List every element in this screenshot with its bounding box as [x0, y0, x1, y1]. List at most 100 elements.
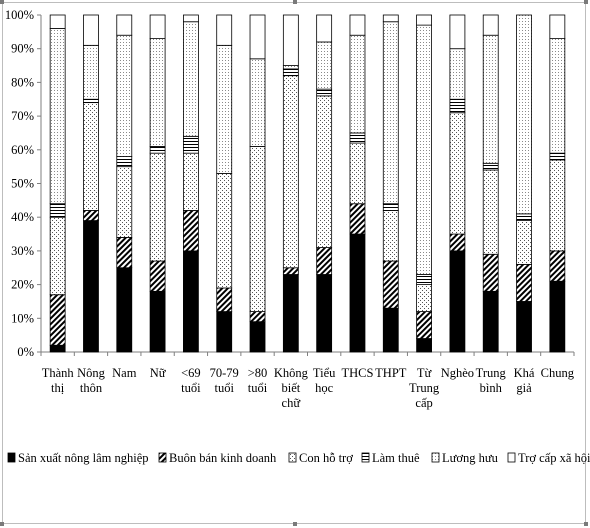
- bar-segment: [516, 263, 532, 302]
- bar-group: [149, 14, 166, 353]
- bar-segment: [249, 14, 266, 60]
- resize-handle-bottom-center[interactable]: [293, 522, 297, 526]
- legend-label: Trợ cấp xã hội: [518, 451, 590, 465]
- x-category-label: >80 tuổi: [248, 366, 268, 395]
- bar-segment: [149, 146, 166, 154]
- bar-segment: [316, 14, 333, 43]
- bar-segment: [183, 250, 199, 353]
- resize-handle-top-right[interactable]: [584, 0, 588, 4]
- x-category-label: Nữ: [150, 366, 167, 380]
- legend-label: Sản xuất nông lâm nghiệp: [18, 451, 149, 465]
- bar-segment: [116, 14, 133, 36]
- x-category-label: <69 tuổi: [181, 366, 201, 395]
- bar-segment: [549, 280, 566, 353]
- bar-segment: [416, 284, 432, 312]
- legend-item: Con hỗ trợ: [288, 451, 353, 465]
- bar-segment: [83, 210, 99, 221]
- bar-group: [516, 14, 532, 353]
- bar-segment: [116, 267, 133, 353]
- bar-segment: [449, 14, 466, 50]
- resize-handle-top-left[interactable]: [0, 0, 4, 4]
- bar-segment: [116, 156, 133, 168]
- resize-handle-top-center[interactable]: [293, 0, 297, 4]
- bar-group: [249, 14, 266, 353]
- bar-segment: [49, 216, 66, 296]
- y-tick-label: 40%: [11, 210, 34, 224]
- bar-segment: [382, 14, 399, 23]
- legend-swatch: [158, 452, 167, 463]
- resize-handle-bottom-left[interactable]: [0, 522, 4, 526]
- bar-segment: [382, 307, 399, 353]
- bar-segment: [83, 44, 99, 100]
- bar-group: [349, 14, 366, 353]
- bar-segment: [116, 166, 133, 238]
- bar-segment: [482, 162, 499, 171]
- x-category-label: Thành thị: [42, 366, 75, 395]
- bar-group: [49, 14, 66, 353]
- y-tick-label: 30%: [11, 244, 34, 258]
- bar-segment: [349, 14, 366, 36]
- resize-handle-bottom-right[interactable]: [584, 522, 588, 526]
- bar-group: [416, 14, 432, 353]
- bar-group: [116, 14, 133, 353]
- bar-segment: [449, 112, 466, 235]
- bar-segment: [282, 75, 299, 269]
- bar-segment: [516, 14, 532, 215]
- bar-group: [382, 14, 399, 353]
- x-category-label: Nghèo: [441, 366, 474, 380]
- bar-segment: [216, 287, 233, 312]
- bar-segment: [416, 338, 432, 353]
- x-category-label: Chung: [541, 366, 575, 380]
- bar-segment: [449, 233, 466, 252]
- bar-segment: [216, 44, 233, 174]
- y-tick-label: 0%: [17, 345, 34, 359]
- bar-segment: [316, 274, 333, 353]
- bar-segment: [83, 98, 99, 104]
- bar-segment: [482, 34, 499, 164]
- bar-segment: [49, 28, 66, 205]
- bar-segment: [249, 146, 266, 312]
- bar-segment: [482, 253, 499, 292]
- legend-label: Làm thuê: [372, 451, 420, 465]
- bar-group: [183, 14, 199, 353]
- bar-segment: [282, 274, 299, 353]
- bar-segment: [216, 14, 233, 46]
- bar-segment: [516, 220, 532, 265]
- bar-segment: [49, 344, 66, 353]
- legend-item: Trợ cấp xã hội: [507, 451, 590, 465]
- bar-segment: [549, 14, 566, 39]
- x-category-label: Trung bình: [476, 366, 507, 395]
- y-tick-label: 100%: [5, 8, 34, 22]
- bar-segment: [382, 203, 399, 211]
- legend-label: Lương hưu: [442, 451, 499, 465]
- bar-segment: [382, 210, 399, 262]
- legend-swatch: [7, 452, 16, 463]
- bar-segment: [183, 135, 199, 154]
- x-category-label: THCS: [341, 366, 373, 380]
- bar-segment: [282, 267, 299, 275]
- bar-segment: [116, 237, 133, 269]
- bar-segment: [116, 34, 133, 157]
- bar-segment: [349, 34, 366, 134]
- bar-segment: [549, 152, 566, 161]
- bar-group: [83, 14, 99, 353]
- bar-segment: [49, 14, 66, 29]
- bar-group: [316, 14, 333, 353]
- bar-segment: [282, 14, 299, 66]
- bar-segment: [282, 65, 299, 70]
- bar-group: [216, 14, 233, 353]
- x-category-label: Từ Trung cấp: [409, 366, 440, 410]
- legend-swatch: [361, 452, 370, 463]
- y-tick-label: 50%: [11, 177, 34, 191]
- bar-segment: [482, 14, 499, 36]
- bar-segment: [349, 132, 366, 144]
- x-category-label: Nông thôn: [77, 366, 106, 395]
- bar-segment: [83, 14, 99, 46]
- bar-segment: [416, 311, 432, 339]
- bar-segment: [549, 38, 566, 154]
- bar-segment: [49, 294, 66, 346]
- bar-segment: [83, 102, 99, 211]
- bar-segment: [249, 58, 266, 147]
- x-category-label: Không biết chữ: [274, 366, 309, 410]
- bar-segment: [216, 172, 233, 289]
